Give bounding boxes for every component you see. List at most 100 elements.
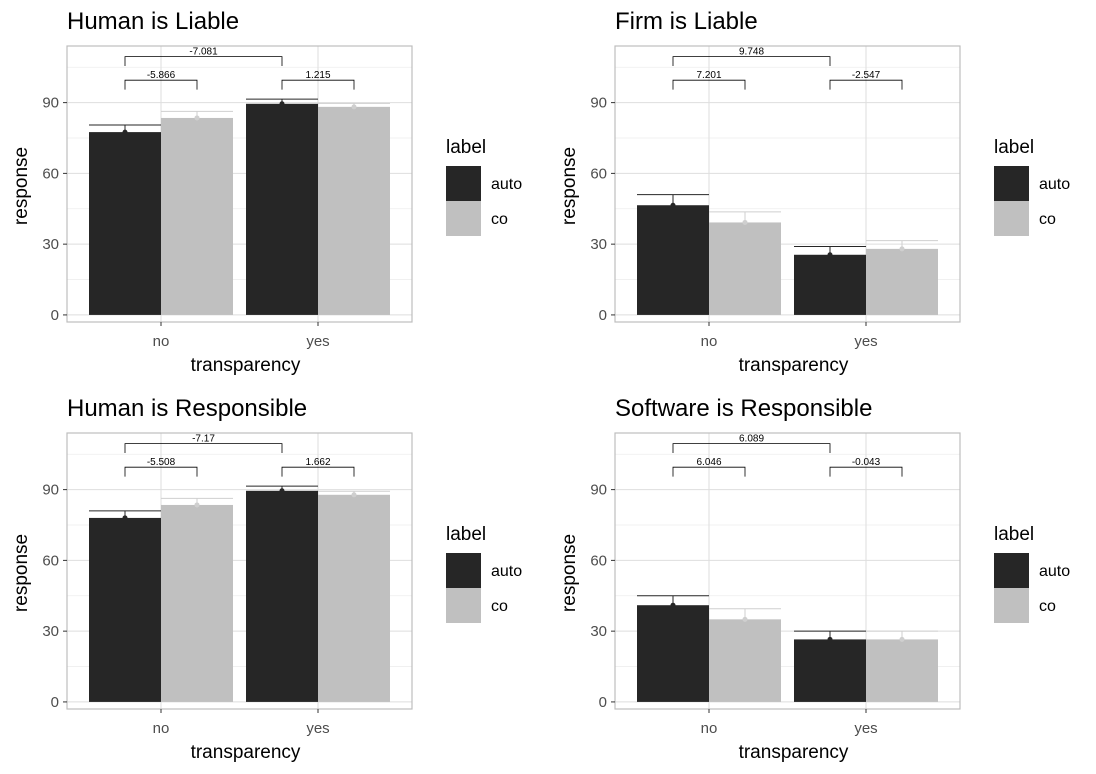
y-tick-label: 90	[590, 95, 607, 112]
bar-co-yes	[866, 639, 938, 702]
y-tick-label: 60	[42, 165, 59, 182]
comparison-bracket	[124, 79, 198, 90]
legend-key-auto	[994, 166, 1029, 201]
x-tick-label: no	[701, 333, 718, 350]
mean-point	[194, 115, 200, 121]
x-tick-label: yes	[306, 333, 329, 350]
bar-co-yes	[318, 494, 390, 702]
x-tick-label: no	[701, 720, 718, 737]
comparison-label: -7.081	[189, 47, 218, 58]
legend-label: auto	[1039, 563, 1070, 580]
mean-point	[351, 104, 357, 110]
comparison-bracket	[672, 56, 831, 67]
legend-label: auto	[491, 563, 522, 580]
chart-panel: Firm is Liable 7.201 -2.547 9.748 0 30 60 90 no y…	[559, 8, 1070, 376]
y-tick-label: 0	[51, 307, 59, 324]
legend-title: label	[446, 137, 486, 158]
comparison-label: -5.508	[147, 457, 176, 468]
legend-title: label	[994, 137, 1034, 158]
panel-border	[614, 432, 961, 710]
y-axis-title: response	[559, 534, 580, 612]
mean-point	[279, 488, 285, 494]
bar-co-no	[709, 222, 781, 315]
comparison-bracket	[829, 466, 903, 477]
mean-point	[899, 246, 905, 252]
legend-key-auto	[446, 166, 481, 201]
chart-title: Software is Responsible	[615, 395, 872, 422]
y-tick-label: 90	[42, 482, 59, 499]
comparison-label: -7.17	[192, 434, 215, 445]
y-tick-label: 30	[42, 623, 59, 640]
legend: label auto co	[446, 137, 522, 236]
panel-border	[66, 432, 413, 710]
legend-key-co	[994, 588, 1029, 623]
bar-co-yes	[318, 106, 390, 315]
bar-auto-no	[637, 605, 709, 702]
bar-auto-yes	[794, 254, 866, 315]
mean-point	[742, 219, 748, 225]
comparison-bracket	[281, 79, 355, 90]
legend-key-auto	[446, 553, 481, 588]
y-tick-label: 0	[599, 694, 607, 711]
bar-co-no	[709, 619, 781, 702]
comparison-bracket	[672, 466, 746, 477]
legend: label auto co	[994, 524, 1070, 623]
x-axis-title: transparency	[739, 355, 849, 376]
x-axis-title: transparency	[191, 742, 301, 763]
mean-point	[279, 101, 285, 107]
y-tick-label: 60	[42, 552, 59, 569]
y-axis-title: response	[559, 147, 580, 225]
bar-co-no	[161, 504, 233, 702]
legend-label: co	[491, 598, 508, 615]
x-axis-title: transparency	[191, 355, 301, 376]
mean-point	[742, 616, 748, 622]
legend-label: auto	[491, 176, 522, 193]
comparison-bracket	[829, 79, 903, 90]
mean-point	[122, 129, 128, 135]
legend-label: auto	[1039, 176, 1070, 193]
panel-border	[66, 45, 413, 323]
legend: label auto co	[994, 137, 1070, 236]
x-tick-label: no	[153, 720, 170, 737]
comparison-label: 6.046	[696, 457, 721, 468]
bar-co-yes	[866, 248, 938, 315]
legend-key-auto	[994, 553, 1029, 588]
y-axis-title: response	[11, 534, 32, 612]
bar-auto-no	[89, 517, 161, 702]
mean-point	[351, 492, 357, 498]
chart-panel: Human is Responsible -5.508 1.662 -7.17 0 30 6…	[11, 395, 522, 763]
comparison-label: -2.547	[852, 70, 881, 81]
legend-key-co	[446, 201, 481, 236]
y-tick-label: 0	[51, 694, 59, 711]
comparison-bracket	[672, 79, 746, 90]
legend-label: co	[491, 211, 508, 228]
x-tick-label: yes	[854, 720, 877, 737]
bar-auto-yes	[246, 103, 318, 315]
chart-panel: Software is Responsible 6.046 -0.043 6.089 0…	[559, 395, 1070, 763]
bar-co-no	[161, 117, 233, 315]
y-axis-title: response	[11, 147, 32, 225]
comparison-label: 7.201	[696, 70, 721, 81]
x-tick-label: yes	[306, 720, 329, 737]
bar-auto-yes	[246, 490, 318, 702]
comparison-bracket	[124, 56, 283, 67]
y-tick-label: 0	[599, 307, 607, 324]
y-tick-label: 60	[590, 165, 607, 182]
chart-title: Human is Responsible	[67, 395, 307, 422]
comparison-label: -0.043	[852, 457, 881, 468]
legend: label auto co	[446, 524, 522, 623]
chart-panel: Human is Liable -5.866 1.215 -7.081 0 30 60 90 n…	[11, 8, 522, 376]
comparison-bracket	[281, 466, 355, 477]
mean-point	[122, 515, 128, 521]
mean-point	[194, 502, 200, 508]
y-tick-label: 30	[590, 623, 607, 640]
comparison-label: 6.089	[739, 434, 764, 445]
x-tick-label: yes	[854, 333, 877, 350]
comparison-label: -5.866	[147, 70, 176, 81]
legend-key-co	[446, 588, 481, 623]
mean-point	[827, 252, 833, 258]
bar-auto-no	[89, 132, 161, 315]
legend-label: co	[1039, 598, 1056, 615]
comparison-label: 1.215	[305, 70, 330, 81]
y-tick-label: 90	[42, 95, 59, 112]
